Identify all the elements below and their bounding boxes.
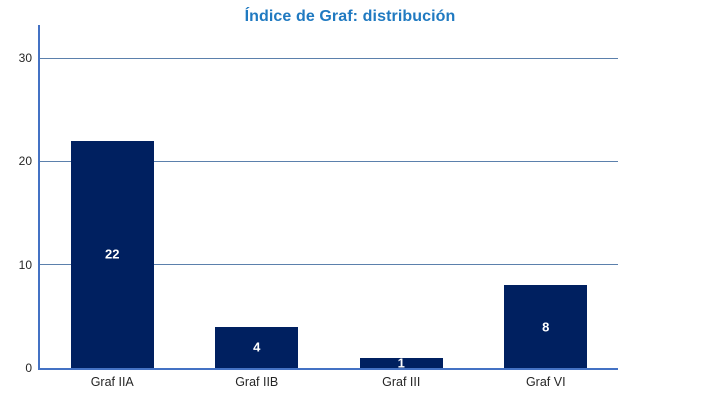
y-axis-tick-label: 20 [18, 154, 32, 169]
category-label: Graf IIA [90, 375, 134, 389]
y-axis-line [38, 25, 40, 370]
bar-slot: 1 [329, 355, 474, 371]
plot-area: 0 10 20 30 22 4 1 8 Graf IIA Graf IIB Graf III Gr… [19, 25, 619, 389]
y-axis-tick-label: 0 [25, 361, 32, 375]
bar: 8 [504, 285, 588, 368]
bar-value-label: 8 [542, 319, 550, 335]
category-label: Graf III [382, 375, 421, 389]
y-axis-tick-label: 10 [18, 257, 32, 272]
bar-value-label: 22 [105, 246, 120, 262]
category-label: Graf VI [525, 375, 566, 389]
bar-value-label: 1 [397, 355, 405, 371]
gridline [40, 264, 618, 266]
x-axis-line [38, 368, 618, 370]
x-axis-category-labels: Graf IIA Graf IIB Graf III Graf VI [40, 375, 618, 389]
bar: 1 [359, 355, 443, 371]
gridline [40, 57, 618, 59]
bar-slot: 4 [185, 326, 330, 368]
bar-value-label: 4 [253, 339, 261, 355]
bar: 4 [215, 326, 299, 368]
bar: 22 [70, 140, 154, 368]
category-label: Graf IIB [235, 375, 279, 389]
bar-slot: 8 [474, 285, 619, 368]
bars-container: 22 4 1 8 [40, 25, 619, 371]
gridline [40, 160, 618, 162]
y-axis-tick-label: 30 [18, 51, 32, 66]
bar-slot: 22 [40, 140, 185, 368]
chart-title: Índice de Graf: distribución [244, 8, 456, 25]
